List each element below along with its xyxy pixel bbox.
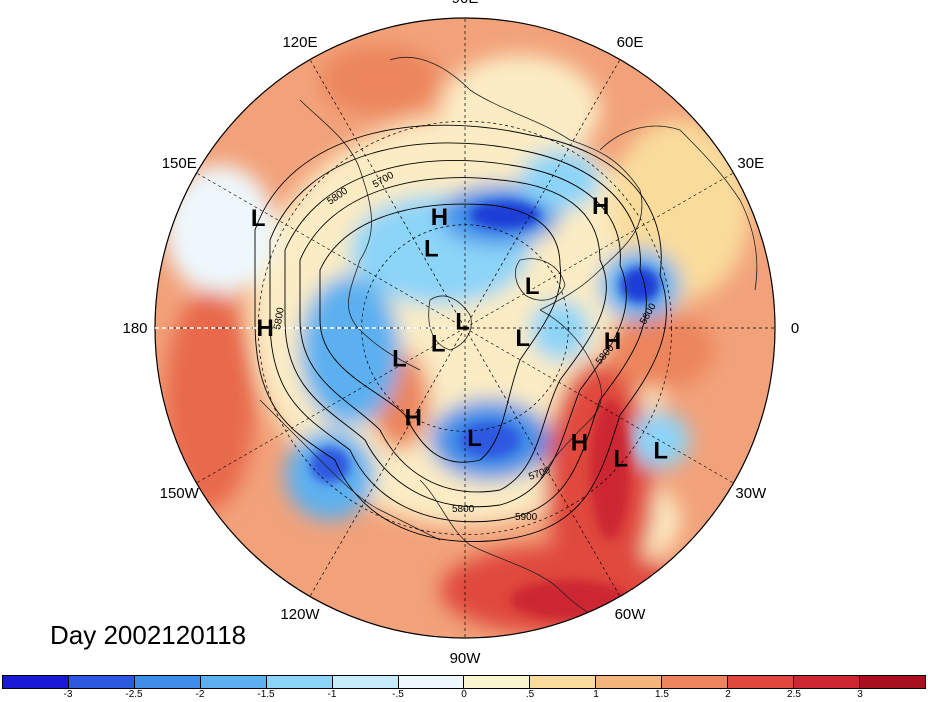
- colorbar-swatch: [266, 676, 333, 688]
- meridian-line: [464, 59, 621, 329]
- colorbar-tick-label: 1: [593, 689, 599, 700]
- low-pressure-marker: L: [515, 325, 530, 352]
- longitude-label: 120E: [282, 34, 317, 51]
- meridian-line: [196, 172, 466, 329]
- meridian-line: [309, 59, 466, 329]
- colorbar-tick-labels: -3 -2.5 -2 -1.5 -1 -.5 0 .5 1 1.5 2 2.5 3: [2, 689, 926, 702]
- colorbar-tick-label: 2: [725, 689, 731, 700]
- longitude-label: 30E: [737, 155, 764, 172]
- low-pressure-marker: L: [525, 273, 540, 300]
- colorbar-swatch: [728, 676, 795, 688]
- colorbar-swatch: [332, 676, 399, 688]
- low-pressure-marker: L: [392, 346, 407, 373]
- longitude-label: 180: [122, 320, 147, 337]
- meridian-line: [196, 327, 466, 484]
- colorbar: [2, 675, 926, 689]
- longitude-label: 30W: [735, 485, 767, 502]
- colorbar-tick-label: 1.5: [655, 689, 669, 700]
- high-pressure-marker: H: [604, 328, 621, 355]
- map-title: Day 2002120118: [50, 620, 247, 650]
- contour-value-label: 5800: [452, 504, 475, 515]
- low-pressure-marker: L: [424, 236, 439, 263]
- meridian-line: [464, 172, 734, 329]
- colorbar-swatch: [794, 676, 860, 688]
- colorbar-tick-label: 3: [857, 689, 863, 700]
- colorbar-swatch: [464, 676, 531, 688]
- meridian-line: [464, 327, 734, 484]
- longitude-label: 90W: [450, 650, 482, 667]
- meridian-line: [464, 327, 621, 597]
- colorbar-tick-label: -.5: [392, 689, 404, 700]
- longitude-label: 60W: [615, 606, 647, 623]
- colorbar-tick-label: .5: [525, 689, 535, 700]
- height-contours: [254, 124, 667, 542]
- colorbar-swatch: [398, 676, 465, 688]
- colorbar-swatch: [3, 676, 69, 688]
- colorbar-swatch: [134, 676, 201, 688]
- longitude-label: 60E: [617, 34, 644, 51]
- high-pressure-marker: H: [405, 404, 422, 431]
- colorbar-tick-label: -1.5: [257, 689, 275, 700]
- high-pressure-marker: H: [571, 429, 588, 456]
- low-pressure-marker: L: [431, 331, 446, 358]
- low-pressure-marker: L: [455, 309, 470, 336]
- colorbar-tick-label: -2.5: [125, 689, 143, 700]
- longitude-labels: 90E 60E 30E 0 30W 60W 90W 120W 150W 180 150E 120E: [122, 0, 799, 667]
- colorbar-tick-label: -3: [63, 689, 73, 700]
- colorbar-swatch: [68, 676, 135, 688]
- low-pressure-marker: L: [467, 425, 482, 452]
- anomaly-field: [155, 18, 775, 638]
- colorbar-tick-label: 2.5: [787, 689, 801, 700]
- low-pressure-marker: L: [613, 446, 628, 473]
- colorbar-tick-label: -2: [195, 689, 205, 700]
- colorbar-tick-label: 0: [461, 689, 467, 700]
- low-pressure-marker: L: [653, 437, 668, 464]
- meridian-line: [309, 327, 466, 597]
- colorbar-swatch: [859, 676, 925, 688]
- longitude-label: 90E: [452, 0, 479, 7]
- colorbar-swatch: [200, 676, 267, 688]
- longitude-label: 120W: [280, 606, 320, 623]
- colorbar-tick-label: -1: [327, 689, 337, 700]
- longitude-label: 0: [791, 320, 799, 337]
- colorbar-swatch: [596, 676, 663, 688]
- longitude-label: 150W: [160, 485, 200, 502]
- high-pressure-marker: H: [431, 204, 448, 231]
- contour-value-label: 5900: [515, 512, 538, 523]
- longitude-label: 150E: [162, 155, 197, 172]
- high-pressure-marker: H: [592, 193, 609, 220]
- contour-value-label: 5800: [272, 306, 287, 330]
- high-pressure-marker: H: [257, 315, 274, 342]
- low-pressure-marker: L: [251, 205, 266, 232]
- colorbar-swatch: [530, 676, 597, 688]
- colorbar-swatch: [662, 676, 729, 688]
